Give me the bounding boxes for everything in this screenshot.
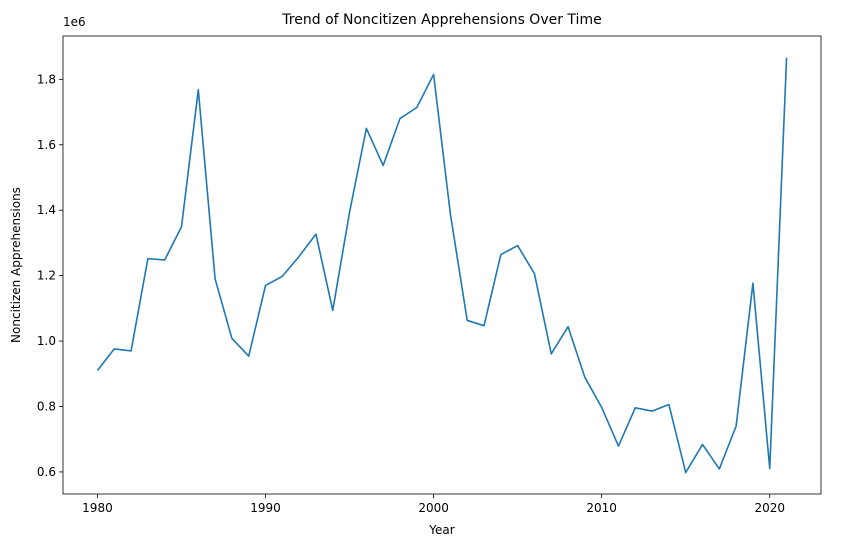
x-tick-label: 1990 [250,501,281,515]
series-layer [96,57,788,474]
x-tick-label: 2000 [418,501,449,515]
y-tick-label: 1.6 [37,138,56,152]
y-axis-offset-label: 1e6 [63,15,86,29]
x-axis-ticks: 1980 1990 2000 2010 2020 [82,494,785,515]
y-tick-label: 0.6 [37,465,56,479]
x-axis-label: Year [428,523,454,537]
x-tick-label: 1980 [82,501,113,515]
y-tick-label: 1.0 [37,334,56,348]
y-tick-label: 1.8 [37,72,56,86]
axes-frame [62,35,822,495]
y-axis-ticks: 0.6 0.8 1.0 1.2 1.4 1.6 1.8 [37,72,63,479]
y-axis-label: Noncitizen Apprehensions [9,187,23,343]
chart-title: Trend of Noncitizen Apprehensions Over T… [281,12,601,28]
y-tick-label: 0.8 [37,399,56,413]
y-tick-label: 1.4 [37,203,56,217]
x-tick-label: 2010 [586,501,617,515]
x-tick-label: 2020 [754,501,785,515]
series-line [96,57,788,474]
y-tick-label: 1.2 [37,269,56,283]
